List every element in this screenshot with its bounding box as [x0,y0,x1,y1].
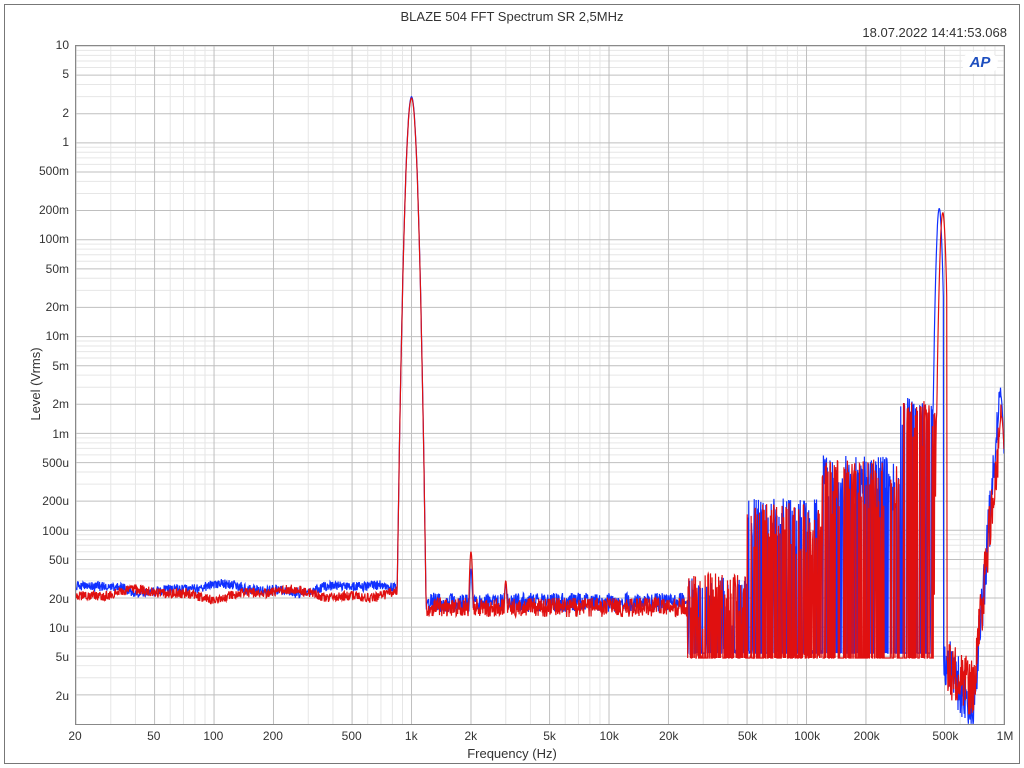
x-tick-label: 20 [68,729,81,743]
x-tick-label: 1k [405,729,418,743]
x-tick-label: 500k [932,729,958,743]
x-tick-label: 10k [599,729,618,743]
x-tick-label: 50k [738,729,757,743]
x-tick-label: 100k [794,729,820,743]
x-tick-label: 200 [263,729,283,743]
y-tick-label: 10 [19,38,69,52]
y-tick-label: 2 [19,106,69,120]
y-tick-label: 500m [19,164,69,178]
y-tick-label: 100m [19,232,69,246]
y-tick-label: 5 [19,67,69,81]
x-tick-label: 20k [659,729,678,743]
y-tick-label: 200u [19,494,69,508]
chart-timestamp: 18.07.2022 14:41:53.068 [862,25,1007,40]
y-tick-label: 1 [19,135,69,149]
y-tick-label: 100u [19,524,69,538]
chart-frame: BLAZE 504 FFT Spectrum SR 2,5MHz 18.07.2… [4,4,1020,764]
y-tick-label: 20u [19,592,69,606]
plot-container: AP 2u5u10u20u50u100u200u500u1m2m5m10m20m… [75,45,1005,725]
y-tick-label: 5u [19,650,69,664]
y-tick-label: 500u [19,456,69,470]
x-axis-label: Frequency (Hz) [5,746,1019,761]
y-tick-label: 20m [19,300,69,314]
y-tick-label: 200m [19,203,69,217]
x-tick-label: 2k [464,729,477,743]
plot-area: AP [75,45,1005,725]
x-tick-label: 200k [854,729,880,743]
trace-Ch2 [76,98,1004,714]
y-tick-label: 50u [19,553,69,567]
y-tick-label: 2u [19,689,69,703]
chart-title: BLAZE 504 FFT Spectrum SR 2,5MHz [5,9,1019,24]
y-tick-label: 50m [19,262,69,276]
traces-svg [76,46,1004,724]
x-tick-label: 50 [147,729,160,743]
y-tick-label: 2m [19,397,69,411]
y-tick-label: 5m [19,359,69,373]
x-tick-label: 500 [342,729,362,743]
x-tick-label: 5k [543,729,556,743]
x-tick-label: 100 [203,729,223,743]
y-tick-label: 1m [19,427,69,441]
y-tick-label: 10u [19,621,69,635]
x-tick-label: 1M [997,729,1014,743]
y-tick-label: 10m [19,329,69,343]
